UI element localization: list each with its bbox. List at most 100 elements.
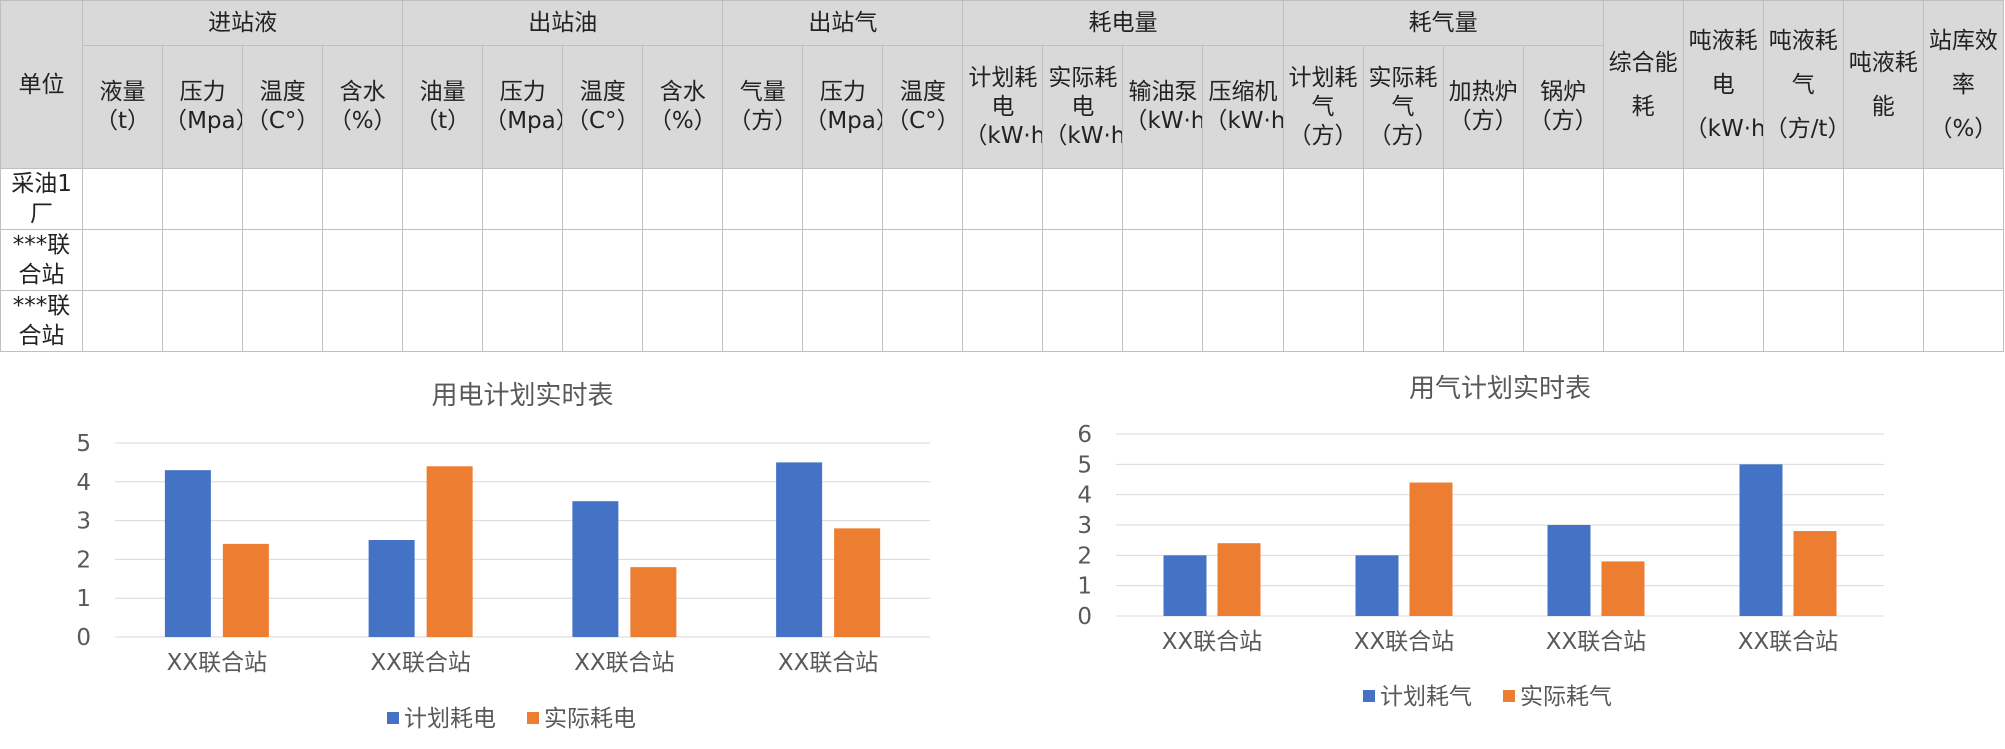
legend-swatch — [527, 712, 539, 724]
header-inlet-liquid: 进站液 — [82, 0, 404, 46]
table-cell[interactable] — [1282, 168, 1364, 230]
x-category-label: XX联合站 — [574, 650, 675, 676]
y-tick-label: 2 — [1077, 543, 1092, 569]
header-energy-per-ton: 吨液耗能 — [1842, 0, 1924, 169]
table-cell[interactable] — [1362, 290, 1444, 352]
table-cell[interactable] — [962, 168, 1044, 230]
table-cell[interactable] — [1362, 168, 1444, 230]
subheader-gas-pressure: 压力（Mpa） — [802, 45, 884, 169]
table-cell[interactable] — [1922, 168, 2005, 230]
bar-planned — [164, 470, 211, 637]
table-cell[interactable] — [1842, 229, 1924, 291]
table-cell[interactable] — [1122, 290, 1204, 352]
legend-swatch — [1363, 690, 1375, 702]
table-cell[interactable] — [1042, 290, 1124, 352]
chart-title: 用电计划实时表 — [431, 381, 613, 411]
table-cell[interactable] — [1602, 229, 1684, 291]
subheader-actual-power: 实际耗电（kW·h） — [1042, 45, 1124, 169]
table-cell[interactable] — [82, 229, 164, 291]
table-cell[interactable] — [1842, 290, 1924, 352]
table-cell[interactable] — [1522, 168, 1604, 230]
table-cell[interactable] — [1762, 168, 1844, 230]
subheader-heating-furnace: 加热炉（方） — [1442, 45, 1524, 169]
table-cell[interactable] — [82, 290, 164, 352]
table-cell[interactable] — [802, 290, 884, 352]
table-cell[interactable] — [1442, 290, 1524, 352]
subheader-actual-gas: 实际耗气（方） — [1362, 45, 1444, 169]
table-cell[interactable] — [1602, 168, 1684, 230]
table-cell[interactable] — [402, 229, 484, 291]
subheader-liquid-volume: 液量（t） — [82, 45, 164, 169]
table-cell[interactable] — [1442, 168, 1524, 230]
table-cell[interactable] — [82, 168, 164, 230]
table-cell[interactable] — [1762, 290, 1844, 352]
bar-planned — [1739, 464, 1783, 616]
table-cell[interactable] — [1202, 290, 1284, 352]
table-cell[interactable] — [1922, 229, 2005, 291]
subheader-oil-pressure: 压力（Mpa） — [482, 45, 564, 169]
table-cell[interactable] — [882, 290, 964, 352]
table-cell[interactable] — [242, 290, 324, 352]
y-tick-label: 1 — [1077, 574, 1092, 600]
table-cell[interactable] — [642, 229, 724, 291]
table-cell[interactable] — [1682, 290, 1764, 352]
table-cell[interactable] — [242, 229, 324, 291]
bar-actual — [630, 567, 677, 637]
table-cell[interactable] — [962, 229, 1044, 291]
table-cell[interactable] — [802, 168, 884, 230]
bar-planned — [1355, 555, 1399, 616]
bar-actual — [1217, 543, 1261, 616]
table-cell[interactable] — [642, 168, 724, 230]
subheader-oil-volume: 油量（t） — [402, 45, 484, 169]
table-cell[interactable] — [402, 168, 484, 230]
table-cell[interactable] — [1842, 168, 1924, 230]
table-cell[interactable] — [642, 290, 724, 352]
table-cell[interactable] — [1202, 168, 1284, 230]
table-cell[interactable] — [162, 229, 244, 291]
table-cell[interactable] — [1362, 229, 1444, 291]
table-cell[interactable] — [882, 229, 964, 291]
table-cell[interactable] — [322, 290, 404, 352]
table-cell[interactable] — [1682, 229, 1764, 291]
table-cell[interactable] — [1042, 229, 1124, 291]
table-cell[interactable] — [482, 290, 564, 352]
table-cell[interactable] — [1202, 229, 1284, 291]
table-cell[interactable] — [482, 168, 564, 230]
table-cell[interactable] — [1282, 290, 1364, 352]
table-cell[interactable] — [1282, 229, 1364, 291]
table-cell[interactable] — [1522, 229, 1604, 291]
subheader-oil-temperature: 温度（C°） — [562, 45, 644, 169]
table-cell[interactable] — [482, 229, 564, 291]
table-cell[interactable] — [882, 168, 964, 230]
table-cell[interactable] — [322, 229, 404, 291]
table-cell[interactable] — [722, 229, 804, 291]
table-cell[interactable] — [562, 229, 644, 291]
bar-planned — [1547, 525, 1591, 616]
table-cell[interactable] — [1042, 168, 1124, 230]
table-cell[interactable] — [1442, 229, 1524, 291]
table-cell[interactable] — [1922, 290, 2005, 352]
subheader-inlet-water-cut: 含水（%） — [322, 45, 404, 169]
table-cell[interactable] — [1122, 229, 1204, 291]
table-cell[interactable] — [1762, 229, 1844, 291]
table-cell[interactable] — [722, 168, 804, 230]
table-cell[interactable] — [562, 168, 644, 230]
table-cell[interactable] — [1682, 168, 1764, 230]
table-cell[interactable] — [802, 229, 884, 291]
table-row: ***联合站 — [0, 229, 2005, 291]
table-cell[interactable] — [162, 168, 244, 230]
table-cell[interactable] — [562, 290, 644, 352]
table-cell[interactable] — [162, 290, 244, 352]
table-cell[interactable] — [722, 290, 804, 352]
legend-label: 计划耗气 — [1380, 684, 1472, 710]
table-cell[interactable] — [1602, 290, 1684, 352]
table-cell[interactable] — [402, 290, 484, 352]
table-cell[interactable] — [1522, 290, 1604, 352]
y-tick-label: 4 — [76, 470, 91, 496]
table-cell[interactable] — [322, 168, 404, 230]
y-tick-label: 4 — [1077, 483, 1092, 509]
table-cell[interactable] — [1122, 168, 1204, 230]
table-cell[interactable] — [242, 168, 324, 230]
table-cell[interactable] — [962, 290, 1044, 352]
